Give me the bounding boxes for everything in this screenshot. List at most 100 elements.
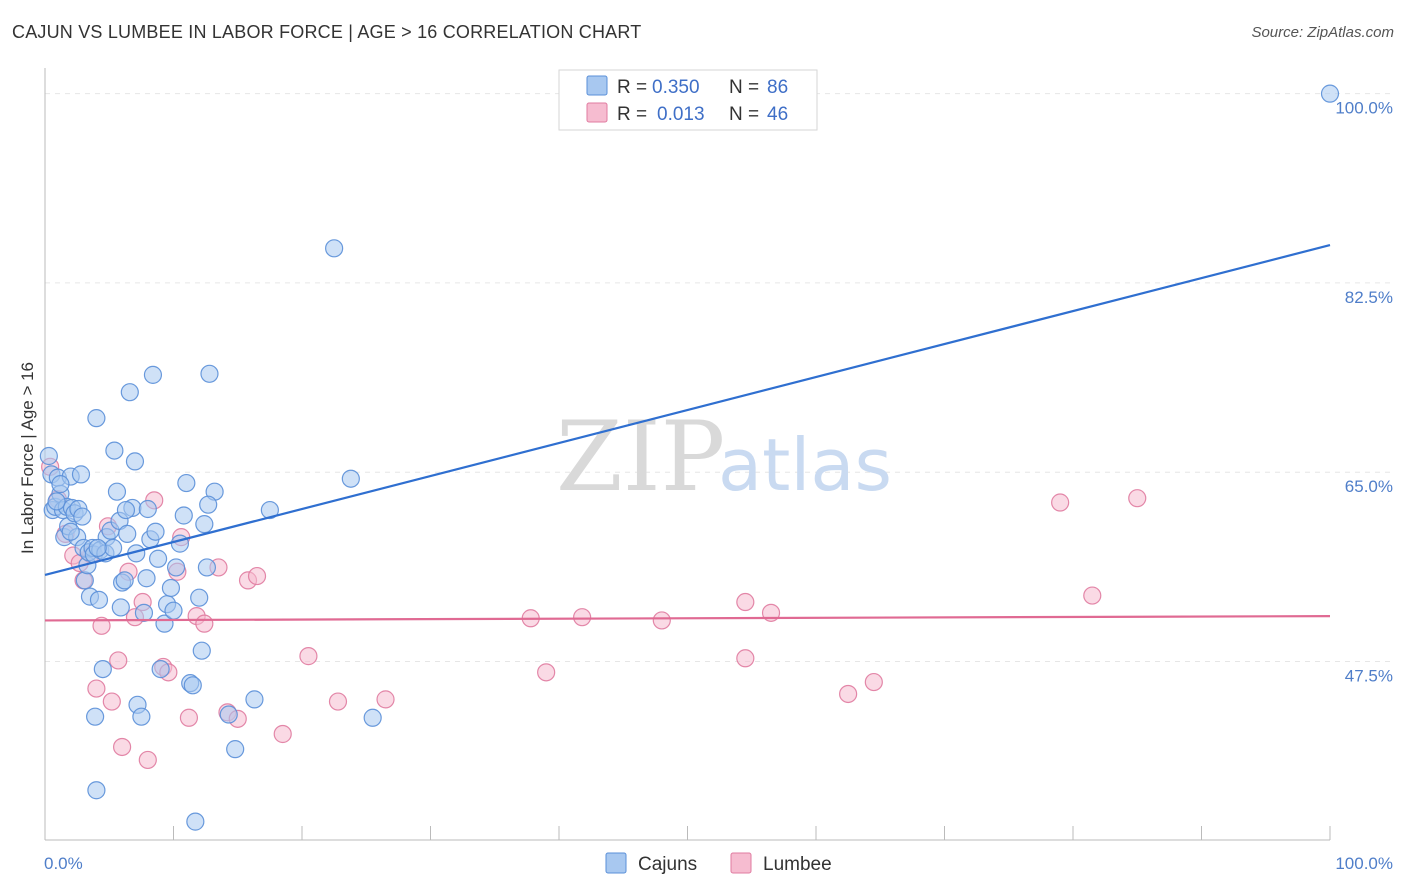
cajun-point [341,469,360,488]
y-tick-label: 65.0% [1345,477,1393,496]
lumbee-point [736,649,755,668]
lumbee-point [1083,586,1102,605]
cajun-points [39,84,1340,831]
lumbee-point [573,608,592,627]
x-tick-label: 100.0% [1335,854,1393,873]
correlation-legend: R = 0.350 N = 86 R = 0.013 N = 46 [558,69,818,131]
cajun-point [190,588,209,607]
cajun-point [177,473,196,493]
lumbee-point [1051,493,1070,512]
watermark-zip: ZIP [556,401,725,513]
cajun-point [199,495,218,514]
lumbee-point [736,592,755,612]
cajun-point [88,538,107,558]
cajun-point [325,239,344,258]
cajun-point [137,569,156,588]
series-legend: Cajuns Lumbee [605,852,832,875]
legend-swatch-cajuns [586,75,608,96]
lumbee-point [299,647,318,666]
cajun-point [75,571,94,590]
chart-title: CAJUN VS LUMBEE IN LABOR FORCE | AGE > 1… [12,22,642,42]
source-label: Source: ZipAtlas.com [1251,24,1394,41]
cajun-point [170,534,190,553]
cajun-point [61,522,80,541]
cajun-point [116,500,136,520]
cajun-point [71,465,91,484]
cajun-point [363,708,382,727]
lumbee-point [247,566,267,586]
legend-swatch-lumbee [586,102,608,123]
lumbee-point [195,614,214,633]
cajun-point [245,690,264,709]
legend-r-label-cajuns: R = [617,77,647,98]
cajun-point [47,492,66,511]
cajun-point [132,707,151,726]
y-tick-label: 82.5% [1345,288,1393,307]
cajun-point [197,558,217,577]
cajun-point [1320,84,1340,103]
cajun-point [148,549,168,568]
watermark: ZIP atlas [556,401,892,513]
lumbee-point [537,663,556,682]
lumbee-regression-line [44,614,1331,622]
cajun-point [134,603,154,622]
legend-r-value-cajuns: 0.350 [652,77,700,98]
lumbee-point [328,692,348,711]
cajun-point [86,707,105,726]
legend-n-label-lumbee: N = [729,104,759,125]
lumbee-point [273,724,292,744]
legend-n-value-lumbee: 46 [767,104,788,125]
legend-n-label-cajuns: N = [729,77,759,98]
cajun-point [219,705,238,724]
cajun-point [161,578,181,598]
regression-lines [44,244,1331,622]
watermark-atlas: atlas [718,423,892,507]
cajun-point [51,475,70,494]
y-tick-label: 100.0% [1335,99,1393,118]
tick-labels: 47.5% 65.0% 82.5% 100.0% 0.0% 100.0% [44,99,1393,873]
legend-r-label-lumbee: R = [617,104,647,125]
cajun-point [118,524,137,543]
lumbee-point [112,737,132,757]
cajun-point [143,365,163,384]
legend-r-value-lumbee: 0.013 [657,104,705,125]
cajun-point [104,538,123,558]
cajun-point [93,659,112,679]
cajun-point [107,482,127,501]
cajun-point [105,441,124,460]
cajun-point [87,409,106,428]
y-axis-label: In Labor Force | Age > 16 [18,362,37,554]
lumbee-point [376,690,395,709]
cajun-regression-line [44,244,1331,577]
cajun-point [260,500,279,520]
cajun-point [192,641,211,660]
lumbee-point [87,679,106,698]
lumbee-point [102,692,121,711]
cajun-point [87,781,106,800]
cajun-point [226,740,245,759]
bottom-legend-label-cajuns: Cajuns [638,854,697,875]
cajun-point [138,499,157,519]
lumbee-point [138,750,157,770]
lumbee-point [839,684,858,704]
cajun-point [151,659,170,679]
lumbee-point [92,616,111,635]
cajun-point [164,601,183,620]
cajun-point [174,506,193,525]
x-tick-label: 0.0% [44,854,83,873]
cajun-point [115,571,134,590]
lumbee-point [1128,489,1147,508]
cajun-point [39,446,58,466]
bottom-legend-swatch-lumbee [730,852,752,874]
lumbee-point [179,708,199,727]
cajun-point [186,812,205,831]
cajun-point [120,383,139,402]
cajun-point [183,676,202,695]
lumbee-point [109,651,128,670]
cajun-point [89,590,109,609]
cajun-point [146,522,165,541]
cajun-point [166,558,186,577]
legend-n-value-cajuns: 86 [767,77,788,98]
cajun-point [111,598,130,617]
